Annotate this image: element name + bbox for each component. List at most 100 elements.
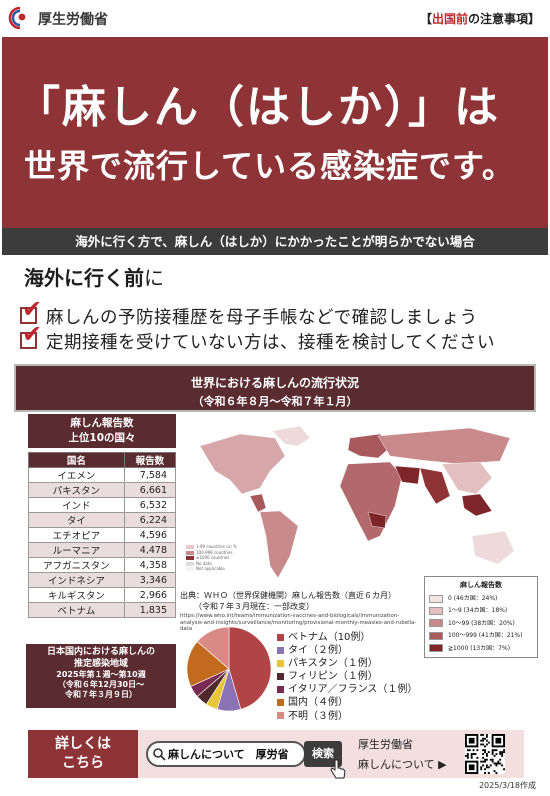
- table-row: ルーマニア 4,478: [28, 542, 177, 558]
- legend-swatch: [277, 685, 284, 693]
- country-cell: ルーマニア: [28, 542, 125, 558]
- map-mini-legend-item: Not applicable: [186, 566, 237, 572]
- column-header: 報告数: [123, 452, 177, 468]
- qr-code-icon[interactable]: [465, 734, 505, 774]
- world-map: 1-99 countries (x) %100-999 countries≥10…: [186, 425, 515, 579]
- legend-label: 1-99 countries (x) %: [196, 544, 237, 549]
- pie-slice: [196, 626, 230, 670]
- checkmark-icon: ✔: [22, 320, 43, 348]
- legend-swatch: [277, 672, 284, 680]
- count-cell: 6,224: [123, 512, 177, 528]
- created-date: 2025/3/18作成: [478, 781, 536, 790]
- header: 厚生労働省 【出国前の注意事項】: [0, 0, 550, 36]
- section-heading: 世界における麻しんの流行状況 （令和６年８月～令和７年１月）: [14, 364, 536, 412]
- legend-swatch: [429, 619, 443, 628]
- table-row: キルギスタン 2,966: [28, 587, 177, 603]
- footer-banner: 詳しくは こちら 麻しんについて 厚労省 検索 厚生労働省 麻しんについて ▶: [28, 730, 524, 779]
- legend-swatch: [277, 659, 284, 667]
- pie-chart: [186, 626, 272, 712]
- legend-label: Not applicable: [196, 566, 225, 572]
- legend-label: 10～99 (38カ国：20%): [448, 619, 515, 627]
- notice-label: 【出国前の注意事項】: [419, 12, 540, 26]
- pie-legend-item: タイ（２例）: [277, 644, 417, 657]
- legend-swatch: [429, 594, 443, 603]
- checkbox-icon: [20, 307, 37, 324]
- org-name: 厚生労働省: [38, 12, 108, 28]
- legend-swatch: [277, 646, 284, 654]
- pie-legend-item: ベトナム（10例）: [277, 631, 417, 644]
- map-mini-legend-item: 100-999 countries: [186, 550, 237, 556]
- legend-label: イタリア／フランス（１例）: [288, 684, 418, 696]
- legend-label: ベトナム（10例）: [288, 632, 371, 643]
- count-cell: 3,346: [123, 572, 177, 588]
- legend-swatch: [277, 633, 284, 641]
- table-row: パキスタン 6,661: [28, 482, 177, 498]
- pie-legend-item: 国内（４例）: [277, 696, 417, 709]
- column-header: 国名: [28, 452, 125, 468]
- hero-title-line2: 世界で流行している感染症です。: [24, 147, 515, 185]
- legend-swatch: [186, 556, 194, 561]
- country-cell: キルギスタン: [28, 587, 125, 603]
- country-cell: エチオピア: [28, 527, 125, 543]
- before-travel-heading: 海外に行く前に: [24, 266, 164, 290]
- legend-item: 10～99 (38カ国：20%): [429, 618, 515, 628]
- measles-info-link[interactable]: 麻しんについて ▶: [358, 758, 447, 771]
- table-row: エチオピア 4,596: [28, 527, 177, 543]
- country-cell: ベトナム: [28, 602, 125, 618]
- legend-label: 不明（３例）: [288, 710, 348, 722]
- ranking-table: 国名 報告数 イエメン 7,584 パキスタン 6,661 インド 6,532 タイ 6,22…: [28, 452, 177, 618]
- check-item: ✔ 定期接種を受けていない方は、接種を検討してください: [20, 320, 495, 353]
- count-cell: 4,478: [123, 542, 177, 558]
- legend-label: 100～999 (41カ国：21%): [448, 632, 523, 640]
- country-cell: タイ: [28, 512, 125, 528]
- legend-item: 1～9 (34カ国：18%): [429, 605, 507, 615]
- pie-legend-item: パキスタン（１例）: [277, 657, 417, 670]
- checkbox-icon: [20, 332, 37, 349]
- country-cell: イエメン: [28, 467, 125, 483]
- legend-label: No data: [196, 560, 212, 566]
- map-legend: 麻しん報告数 0 (46カ国：24%) 1～9 (34カ国：18%) 10～99 (…: [424, 576, 538, 658]
- legend-swatch: [186, 567, 194, 572]
- pie-legend-item: 不明（３例）: [277, 710, 417, 723]
- map-mini-legend-item: 1-99 countries (x) %: [186, 544, 237, 550]
- legend-swatch: [429, 606, 443, 615]
- legend-swatch: [429, 644, 443, 653]
- source-url: https://www.who.int/teams/immunization-v…: [180, 613, 417, 632]
- check-item: ✔ 麻しんの予防接種歴を母子手帳などで確認しましょう: [20, 295, 478, 328]
- legend-label: 1～9 (34カ国：18%): [448, 607, 508, 615]
- country-cell: インドネシア: [28, 572, 125, 588]
- map-mini-legend-item: No data: [186, 561, 237, 567]
- legend-swatch: [277, 712, 284, 720]
- table-row: インドネシア 3,346: [28, 572, 177, 588]
- country-cell: アフガニスタン: [28, 557, 125, 573]
- legend-label: フィリピン（１例）: [288, 671, 378, 683]
- map-mini-legend: 1-99 countries (x) % 100-999 countries ≥10…: [186, 544, 237, 572]
- legend-label: 100-999 countries: [196, 549, 233, 555]
- table-row: ベトナム 1,835: [28, 602, 177, 618]
- legend-label: 国内（４例）: [288, 697, 348, 709]
- country-cell: インド: [28, 497, 125, 513]
- more-info-label: 詳しくは こちら: [28, 730, 138, 778]
- pie-legend-item: フィリピン（１例）: [277, 670, 417, 683]
- legend-label: ≧1000 (13カ国：7%): [448, 644, 511, 652]
- condition-strip: 海外に行く方で、麻しん（はしか）にかかったことが明らかでない場合: [2, 228, 548, 255]
- count-cell: 6,532: [123, 497, 177, 513]
- count-cell: 1,835: [123, 602, 177, 618]
- pie-legend-item: イタリア／フランス（１例）: [277, 683, 417, 696]
- legend-swatch: [277, 698, 284, 706]
- count-cell: 7,584: [123, 467, 177, 483]
- count-cell: 4,358: [123, 557, 177, 573]
- table-row: アフガニスタン 4,358: [28, 557, 177, 573]
- legend-swatch: [186, 550, 194, 555]
- legend-swatch: [429, 631, 443, 640]
- legend-item: ≧1000 (13カ国：7%): [429, 643, 510, 653]
- search-box[interactable]: 麻しんについて 厚労省: [146, 741, 306, 767]
- table-row: イエメン 7,584: [28, 467, 177, 483]
- legend-label: パキスタン（１例）: [288, 658, 378, 670]
- legend-item: 0 (46カ国：24%): [429, 593, 497, 603]
- search-query: 麻しんについて 厚労省: [168, 748, 289, 761]
- count-cell: 4,596: [123, 527, 177, 543]
- ranking-title: 麻しん報告数 上位10の国々: [28, 414, 176, 448]
- table-row: インド 6,532: [28, 497, 177, 513]
- legend-swatch: [186, 561, 194, 566]
